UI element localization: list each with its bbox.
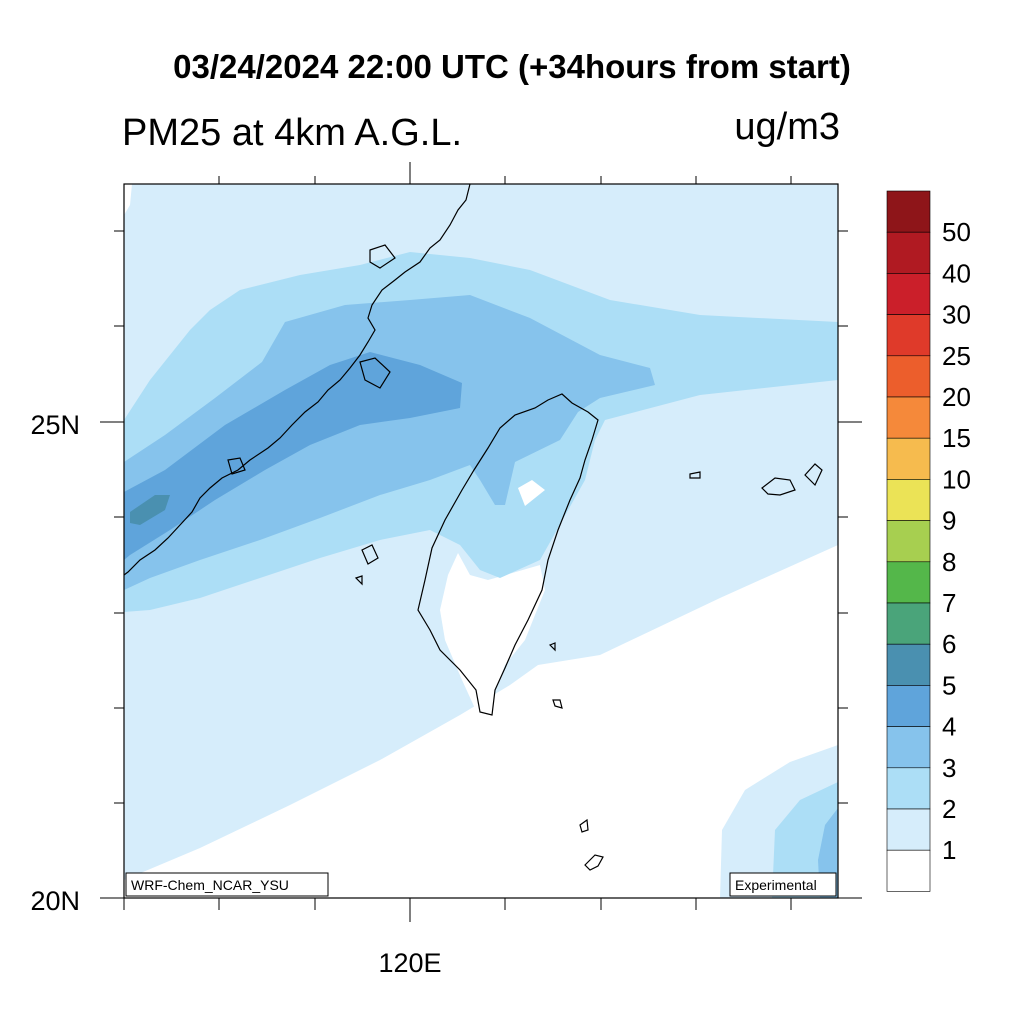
legend-level-label: 50 [942,217,971,247]
legend-level-label: 15 [942,423,971,453]
legend-swatch [886,602,931,645]
penghu-island-2 [354,575,363,586]
status-tag: Experimental [735,877,817,893]
islet-1 [689,471,701,479]
legend-swatch [886,231,931,274]
legend-swatch [886,808,931,851]
coastlines [124,184,823,871]
map-title: 03/24/2024 22:00 UTC (+34hours from star… [173,48,851,85]
model-tag-box [125,872,329,897]
legend-swatch [886,396,931,439]
green-island [548,642,556,652]
penghu-islands [361,544,379,565]
legend-level-label: 30 [942,300,971,330]
legend-level-label: 10 [942,464,971,494]
ryukyu-island-2 [804,463,823,487]
legend-swatch [886,726,931,769]
coast-inlet-3 [227,457,246,475]
legend-level-label: 40 [942,258,971,288]
legend-swatch [886,273,931,315]
lat-label-25n: 25N [30,410,80,440]
legend-swatch [886,520,931,563]
lon-label-120e: 120E [378,948,441,978]
legend-level-label: 9 [942,506,956,536]
mainland-coastline [124,184,471,576]
ryukyu-islands [761,477,796,496]
legend-level-label: 20 [942,382,971,412]
legend-level-label: 7 [942,588,956,618]
legend-level-label: 5 [942,670,956,700]
legend-swatch [886,767,931,810]
legend-level-label: 1 [942,835,956,865]
contour-level-3 [124,295,655,590]
legend-level-label: 4 [942,712,956,742]
plot-frame [123,183,839,899]
axis-ticks [100,162,862,922]
legend-level-label: 2 [942,794,956,824]
legend-level-label: 25 [942,341,971,371]
legend-colorbar: 1 2 3 4 5 6 7 8 9 10 15 20 25 30 40 50 [886,190,971,892]
legend-swatch [886,685,931,727]
legend-level-label: 8 [942,547,956,577]
legend-swatch [886,849,931,892]
variable-label: PM25 at 4km A.G.L. [122,112,463,154]
contour-gap-island [440,553,545,715]
legend-swatch [886,561,931,604]
legend-level-label: 6 [942,629,956,659]
units-label: ug/m3 [734,106,840,148]
contour-level-4 [124,352,462,560]
taiwan-coastline [417,393,599,716]
contour-level-5 [130,495,170,525]
coast-inlet-2 [359,357,391,389]
legend-swatch [886,190,931,233]
babuyan-islands [584,854,604,871]
legend-swatch [886,314,931,357]
orchid-island [552,699,563,709]
batanes-islands [579,818,589,833]
model-tag: WRF-Chem_NCAR_YSU [131,877,289,893]
lat-label-20n: 20N [30,886,80,916]
status-tag-box [729,872,837,897]
legend-swatch [886,479,931,521]
coast-inlet-1 [369,244,396,269]
legend-swatch [886,437,931,480]
contour-gap-ne [518,480,545,506]
contour-gap-upper-left [124,184,132,215]
legend-level-label: 3 [942,753,956,783]
legend-swatch [886,355,931,398]
legend-swatch [886,643,931,686]
concentration-field [124,184,838,898]
